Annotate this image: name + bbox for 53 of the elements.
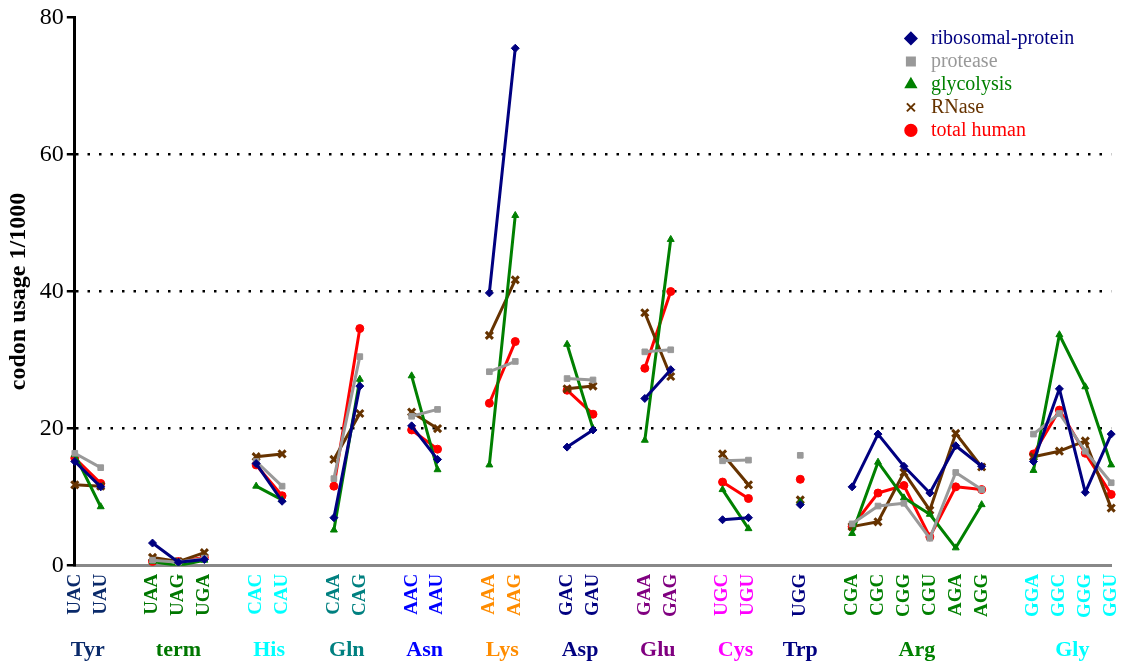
x-tick-label: UAC bbox=[62, 573, 84, 615]
y-tick-label: 40 bbox=[39, 276, 64, 303]
x-tick-label: AGG bbox=[969, 573, 991, 617]
x-tick-label: CGU bbox=[917, 573, 939, 616]
legend-label: total human bbox=[930, 117, 1026, 140]
text: Gln bbox=[329, 636, 365, 661]
y-tick-label: 0 bbox=[51, 550, 64, 577]
x-tick-label: AAC bbox=[399, 573, 421, 615]
x-tick-label: CAC bbox=[244, 573, 266, 615]
y-tick-label: 60 bbox=[39, 139, 64, 166]
x-tick-label: GAC bbox=[555, 573, 576, 616]
x-tick-label: UGG bbox=[788, 573, 810, 617]
legend-label: protease bbox=[930, 48, 998, 72]
text: Arg bbox=[898, 636, 936, 661]
x-tick-label: GAA bbox=[632, 573, 654, 616]
x-tick-label: CGC bbox=[865, 573, 887, 616]
x-tick-label: UGU bbox=[736, 573, 758, 616]
x-tick-label: CGA bbox=[840, 573, 862, 616]
x-tick-label: CAU bbox=[269, 573, 291, 615]
text: Asn bbox=[406, 636, 443, 661]
x-tick-label: CAG bbox=[347, 573, 369, 616]
legend-label: ribosomal-protein bbox=[930, 25, 1075, 49]
legend-label: glycolysis bbox=[930, 71, 1013, 95]
x-tick-label: AGA bbox=[943, 573, 965, 616]
x-tick-label: GGA bbox=[1021, 573, 1043, 617]
y-tick-label: 20 bbox=[39, 413, 64, 440]
text: Cys bbox=[717, 636, 754, 661]
x-tick-label: UGA bbox=[192, 573, 214, 616]
text: term bbox=[155, 636, 202, 661]
x-tick-label: AAU bbox=[425, 573, 447, 615]
text: Tyr bbox=[70, 636, 105, 661]
text: His bbox=[253, 636, 286, 661]
x-tick-label: GGG bbox=[1073, 573, 1095, 619]
text: Glu bbox=[640, 636, 676, 661]
y-axis-title: codon usage 1/1000 bbox=[3, 192, 30, 391]
x-tick-label: GGU bbox=[1099, 573, 1121, 617]
text: Trp bbox=[782, 636, 818, 661]
x-tick-label: UAA bbox=[140, 573, 162, 615]
x-tick-label: GAG bbox=[658, 573, 680, 617]
text: Gly bbox=[1055, 636, 1090, 661]
text: Lys bbox=[485, 636, 520, 661]
x-tick-label: CGG bbox=[891, 573, 913, 617]
x-tick-label: UAG bbox=[166, 573, 188, 616]
text: Asp bbox=[561, 636, 599, 661]
x-tick-label: AAG bbox=[503, 573, 525, 616]
y-tick-label: 80 bbox=[39, 2, 64, 29]
x-tick-label: GAU bbox=[580, 573, 602, 616]
x-tick-label: GGC bbox=[1047, 573, 1069, 617]
x-tick-label: AAA bbox=[477, 573, 499, 615]
legend-label: RNase bbox=[930, 94, 985, 117]
x-tick-label: UAU bbox=[88, 573, 110, 615]
x-tick-label: CAA bbox=[321, 573, 343, 615]
x-tick-label: UGC bbox=[710, 573, 732, 616]
